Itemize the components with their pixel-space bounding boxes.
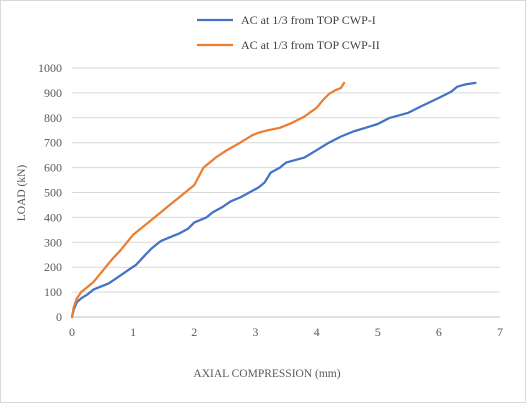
x-tick-label: 3 (252, 325, 258, 339)
x-tick-label: 0 (69, 325, 75, 339)
y-tick-label: 500 (44, 186, 62, 200)
series-line-cwp-i (70, 81, 477, 319)
y-tick-label: 200 (44, 260, 62, 274)
y-tick-label: 900 (44, 86, 62, 100)
x-tick-label: 7 (497, 325, 503, 339)
y-tick-label: 300 (44, 235, 62, 249)
gridlines (72, 67, 500, 293)
series-line-cwp-ii (70, 81, 346, 319)
y-tick-label: 1000 (38, 61, 62, 75)
x-tick-label: 5 (375, 325, 381, 339)
y-axis-title: LOAD (kN) (16, 165, 28, 222)
y-tick-label: 700 (44, 136, 62, 150)
y-tick-label: 600 (44, 161, 62, 175)
legend: AC at 1/3 from TOP CWP-I AC at 1/3 from … (197, 13, 380, 52)
x-axis-title: AXIAL COMPRESSION (mm) (193, 368, 340, 380)
legend-label-cwp-ii: AC at 1/3 from TOP CWP-II (241, 38, 380, 52)
series-lines (70, 81, 477, 319)
x-tick-label: 4 (314, 325, 320, 339)
x-tick-label: 2 (191, 325, 197, 339)
y-axis-ticks: 0 100 200 300 400 500 600 700 800 900 1000 (38, 61, 62, 324)
y-tick-label: 100 (44, 285, 62, 299)
x-tick-label: 1 (130, 325, 136, 339)
x-tick-label: 6 (436, 325, 442, 339)
legend-label-cwp-i: AC at 1/3 from TOP CWP-I (241, 13, 376, 27)
y-tick-label: 800 (44, 111, 62, 125)
y-tick-label: 0 (56, 310, 62, 324)
x-axis-ticks: 0 1 2 3 4 5 6 7 (69, 325, 503, 339)
y-tick-label: 400 (44, 210, 62, 224)
